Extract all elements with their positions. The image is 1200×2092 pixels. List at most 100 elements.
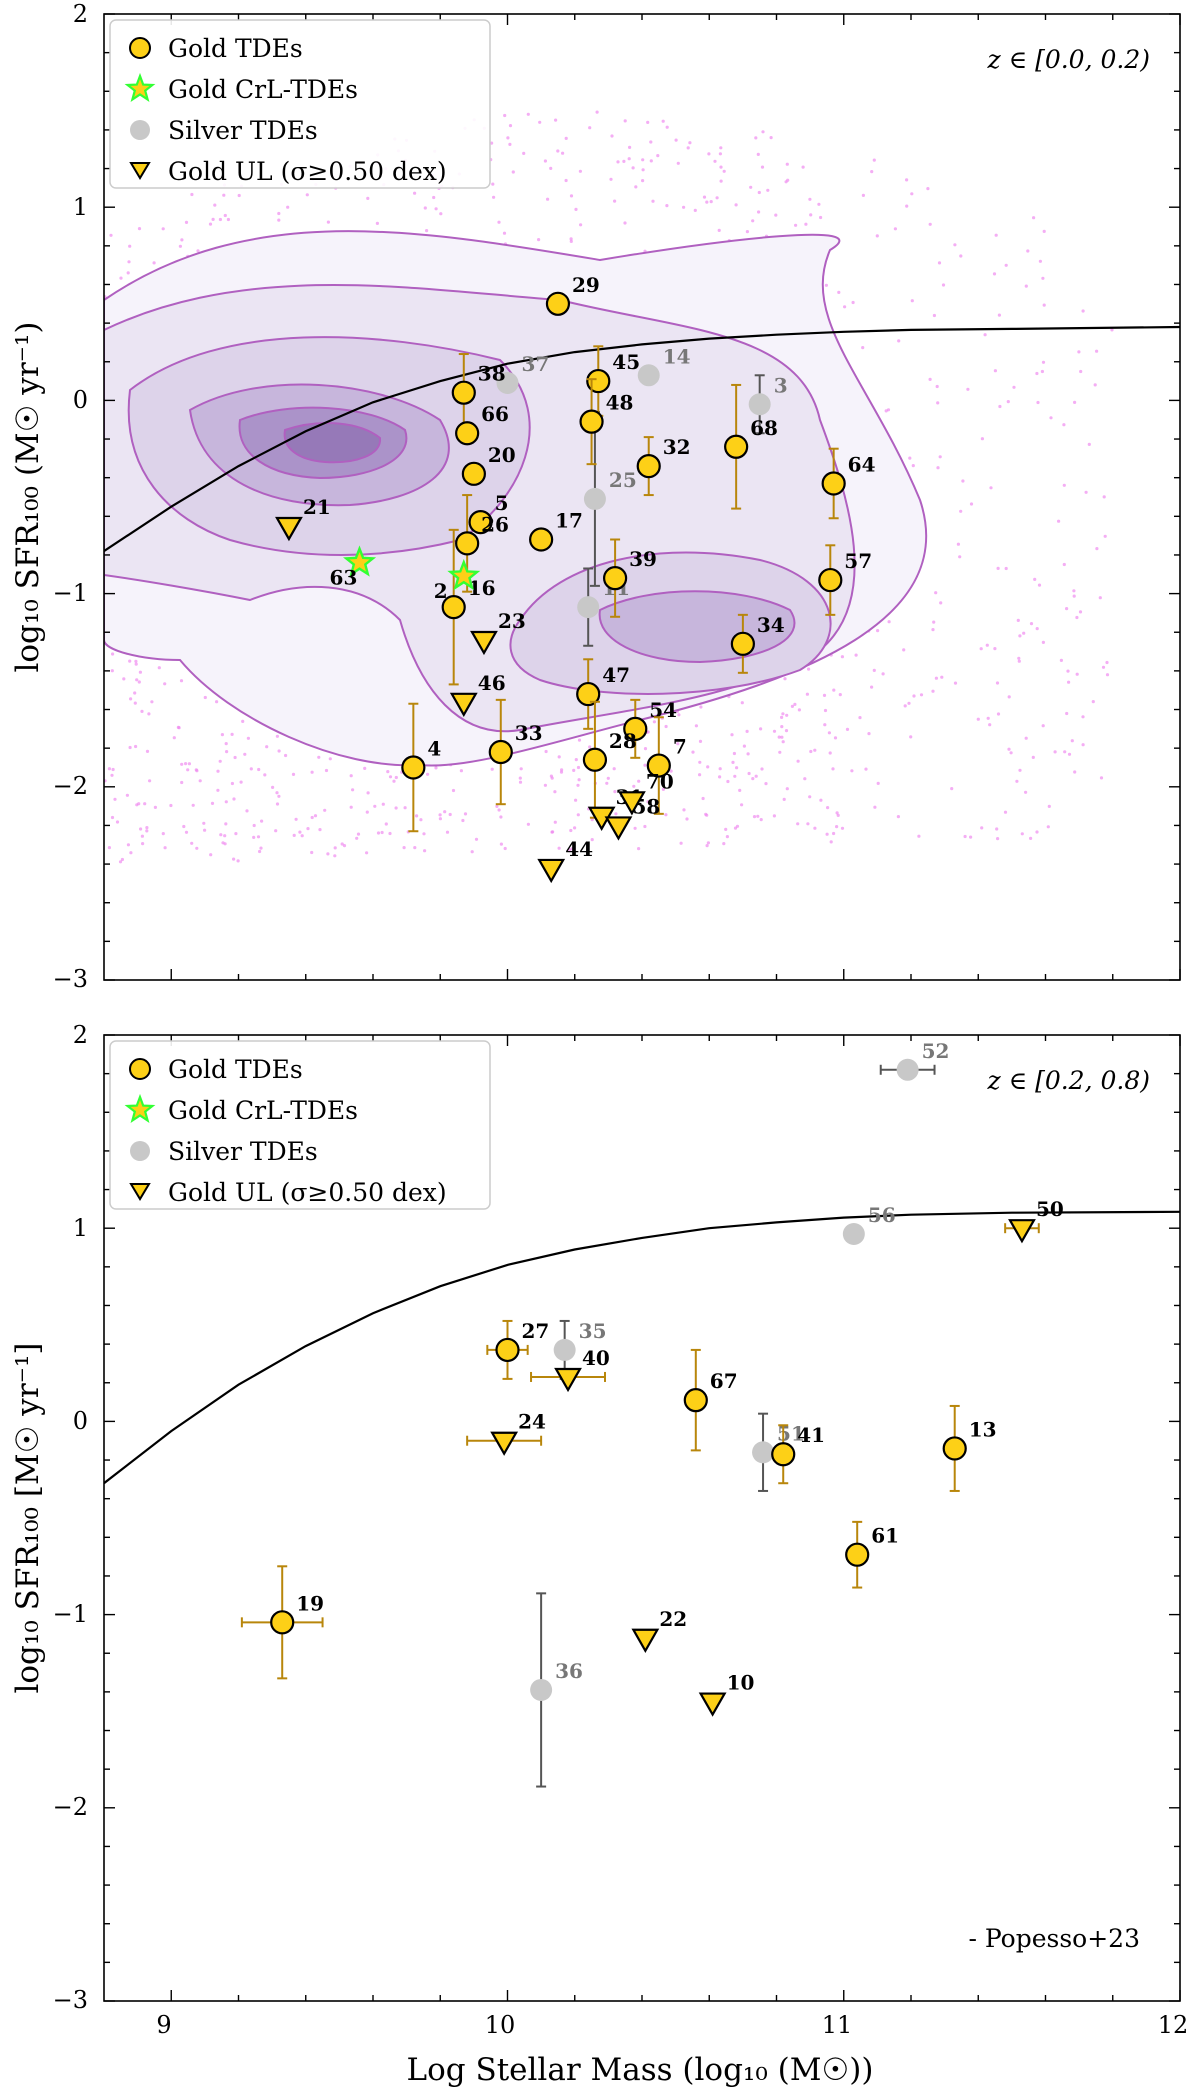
- sample-dot: [1033, 577, 1037, 582]
- sample-dot: [574, 798, 578, 802]
- sample-dot: [993, 369, 998, 373]
- sample-dot: [784, 729, 789, 733]
- sample-dot: [333, 846, 337, 850]
- sample-dot: [643, 824, 647, 829]
- sample-dot: [1105, 673, 1110, 677]
- gold-tde-point: [488, 739, 513, 765]
- sample-dot: [196, 249, 200, 253]
- sample-dot: [649, 140, 653, 144]
- sample-dot: [872, 668, 876, 673]
- bottom-ticks: [104, 1034, 1181, 2002]
- sample-dot: [434, 766, 438, 770]
- sample-dot: [129, 697, 133, 701]
- point-label-36: 36: [555, 1659, 583, 1683]
- sample-dot: [718, 775, 722, 779]
- sample-dot: [252, 823, 256, 828]
- sample-dot: [257, 767, 261, 772]
- sample-dot: [804, 222, 808, 226]
- sample-dot: [823, 708, 828, 713]
- point-label-26: 26: [481, 512, 509, 536]
- sample-dot: [252, 835, 256, 840]
- sample-dot: [828, 751, 832, 755]
- sample-dot: [932, 620, 936, 624]
- silver-tde-point: [637, 364, 660, 387]
- top-legend-ul: Gold UL (σ≥0.50 dex): [168, 157, 447, 186]
- gold-tde-point: [468, 510, 493, 535]
- sample-dot: [766, 188, 770, 192]
- sample-dot: [705, 200, 709, 204]
- sample-dot: [745, 230, 750, 234]
- gold-tde-point: [582, 747, 608, 772]
- top-ytick-2: 2: [73, 0, 88, 28]
- sample-dot: [474, 837, 479, 841]
- sample-dot: [163, 682, 167, 686]
- sample-dot: [147, 712, 151, 716]
- sample-dot: [233, 755, 237, 760]
- sample-dot: [126, 843, 130, 847]
- sample-dot: [1101, 665, 1106, 669]
- sample-dot: [588, 126, 592, 130]
- sample-dot: [432, 195, 436, 200]
- sample-dot: [1079, 369, 1083, 374]
- sample-dot: [760, 165, 765, 169]
- gold-upper-limit-point: [1008, 1219, 1036, 1244]
- bot-ytick-m2: −2: [53, 1793, 88, 1821]
- sample-dot: [664, 724, 668, 729]
- point-label-67: 67: [710, 1369, 738, 1393]
- sample-dot: [699, 705, 703, 709]
- gold-upper-limit-point: [618, 791, 646, 816]
- sample-dot: [324, 768, 329, 773]
- main-sequence-curve: [104, 325, 1180, 553]
- point-label-40: 40: [582, 1346, 610, 1370]
- sample-dot: [850, 769, 854, 773]
- top-legend: Gold TDEs Gold CrL-TDEs Silver TDEs Gold…: [109, 19, 491, 189]
- crl-tde-point: [447, 558, 481, 591]
- sample-dot: [553, 820, 557, 824]
- sample-dot: [910, 299, 914, 303]
- sample-dot: [323, 808, 327, 812]
- bottom-redshift-annotation: z ∈ [0.2, 0.8): [987, 1066, 1151, 1095]
- sample-dot: [438, 813, 442, 817]
- sample-dot: [873, 805, 877, 809]
- sample-dot: [1067, 752, 1072, 756]
- sample-dot: [577, 738, 582, 742]
- gold-tde-point: [455, 531, 480, 556]
- sample-dot: [612, 767, 616, 771]
- silver-tde-point: [752, 1441, 775, 1464]
- sample-dot: [355, 836, 359, 840]
- sample-dot: [380, 830, 384, 835]
- silver-tde-point: [842, 1222, 865, 1245]
- sample-dot: [1018, 634, 1022, 638]
- gold-upper-limit-point: [470, 630, 498, 656]
- sample-dot: [169, 803, 173, 808]
- sample-dot: [1042, 303, 1046, 307]
- sample-dot: [616, 160, 620, 164]
- sample-dot: [989, 486, 993, 490]
- sample-dot: [470, 850, 474, 854]
- sample-dot: [778, 750, 782, 754]
- sample-dot: [1024, 736, 1028, 740]
- sample-dot: [756, 814, 760, 818]
- sample-dot: [969, 835, 973, 839]
- sample-dot: [902, 648, 906, 652]
- sample-dot: [1035, 830, 1039, 834]
- sample-dot: [503, 846, 507, 851]
- sample-dot: [854, 653, 858, 657]
- sample-dot: [422, 832, 426, 836]
- sample-dot: [438, 817, 442, 821]
- gold-tde-point: [646, 753, 671, 778]
- sample-dot: [243, 752, 247, 756]
- sample-dot: [1073, 770, 1077, 774]
- sample-dot: [569, 828, 573, 833]
- sample-dot: [148, 779, 152, 783]
- sample-dot: [184, 830, 189, 834]
- sample-dot: [646, 800, 650, 804]
- gold-upper-limit-point: [554, 1367, 582, 1393]
- sample-dot: [232, 857, 236, 861]
- sample-dot: [785, 713, 789, 717]
- sample-dot: [224, 742, 228, 746]
- sample-dot: [110, 815, 115, 820]
- sample-dot: [191, 803, 195, 807]
- point-label-52: 52: [922, 1039, 950, 1063]
- sample-dot: [872, 158, 876, 162]
